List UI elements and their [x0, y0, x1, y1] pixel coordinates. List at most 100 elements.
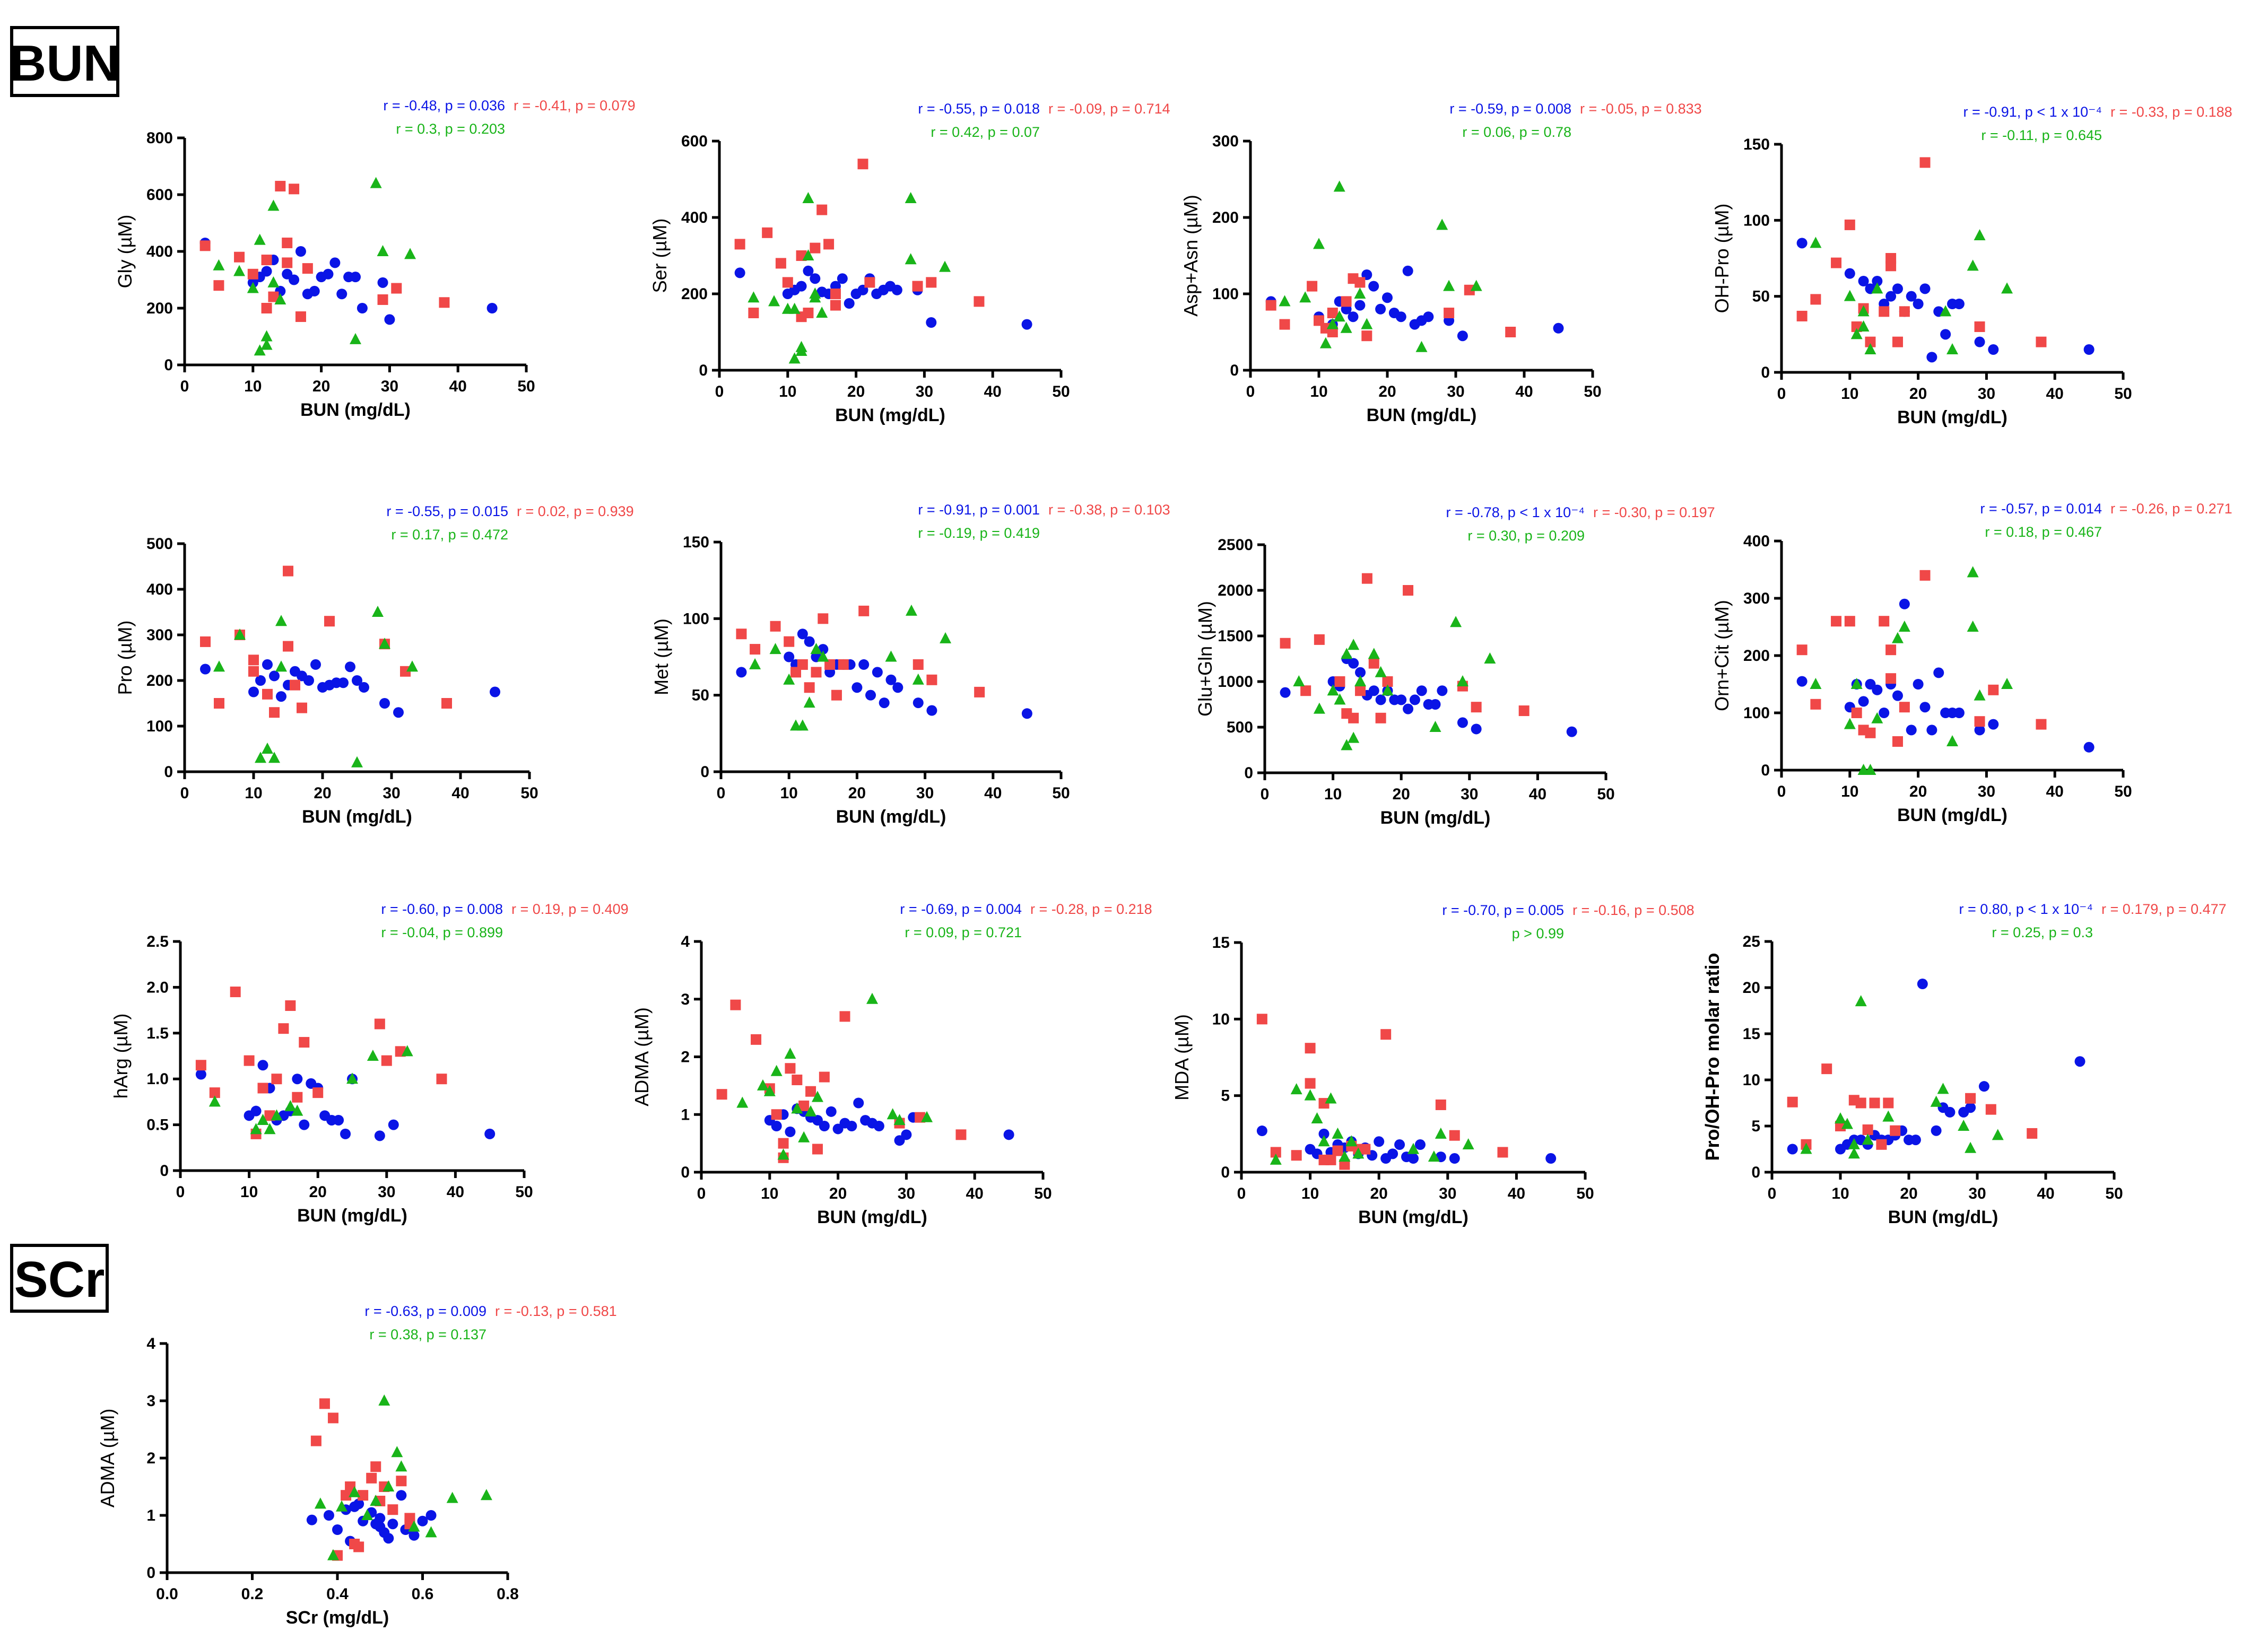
data-point-square	[816, 204, 828, 215]
x-tick-label: 50	[515, 1183, 533, 1201]
data-point-square	[1382, 676, 1393, 687]
data-point-square	[864, 277, 875, 288]
data-point-circle	[1396, 694, 1407, 705]
data-point-circle	[377, 277, 388, 288]
data-point-square	[1855, 1097, 1866, 1109]
x-tick-label: 30	[1461, 786, 1478, 803]
data-point-circle	[1858, 276, 1869, 286]
stat-group3: r = -0.11, p = 0.645	[1981, 127, 2102, 143]
stat-group1: r = -0.69, p = 0.004	[900, 901, 1022, 917]
data-point-square	[283, 641, 293, 652]
data-point-square	[234, 251, 245, 263]
data-point-square	[213, 280, 224, 291]
x-tick-label: 0.8	[497, 1585, 519, 1603]
data-point-triangle	[763, 1085, 776, 1096]
x-tick-label: 10	[1841, 783, 1858, 800]
data-point-circle	[913, 697, 924, 709]
x-tick-label: 10	[761, 1185, 778, 1202]
data-point-circle	[375, 1513, 386, 1524]
data-point-triangle	[1333, 310, 1345, 322]
data-point-square	[1831, 616, 1842, 627]
data-point-square	[1919, 157, 1931, 168]
y-tick-label: 150	[683, 534, 709, 551]
data-point-square	[734, 239, 745, 250]
data-point-circle	[383, 1533, 394, 1544]
data-point-triangle	[361, 1509, 373, 1520]
data-point-square	[214, 698, 224, 709]
data-point-circle	[387, 1519, 398, 1530]
stat-group1: r = -0.55, p = 0.018	[918, 101, 1040, 117]
data-point-triangle	[748, 291, 760, 303]
x-tick-label: 0	[176, 1183, 185, 1201]
data-point-square	[1327, 327, 1338, 337]
data-point-square	[912, 281, 923, 292]
data-point-square	[748, 308, 759, 318]
data-point-triangle	[1470, 280, 1482, 291]
data-point-square	[292, 1092, 303, 1103]
data-point-square	[2036, 719, 2047, 730]
data-point-square	[1361, 330, 1372, 342]
y-tick-label: 1000	[1218, 673, 1253, 691]
stat-group3: r = -0.04, p = 0.899	[381, 924, 503, 940]
data-point-triangle	[803, 696, 815, 708]
data-point-circle	[329, 257, 341, 268]
data-point-circle	[1382, 292, 1393, 303]
data-point-circle	[1430, 699, 1441, 710]
data-point-triangle	[1443, 280, 1455, 291]
y-tick-label: 200	[1743, 647, 1770, 665]
data-point-triangle	[1965, 1141, 1977, 1153]
data-point-triangle	[1368, 648, 1380, 659]
data-point-triangle	[1290, 1083, 1302, 1095]
x-tick-label: 40	[984, 383, 1002, 400]
data-point-circle	[384, 314, 395, 325]
data-point-triangle	[254, 233, 266, 245]
data-point-square	[762, 227, 773, 238]
data-point-square	[1339, 1159, 1350, 1170]
data-point-triangle	[802, 249, 814, 260]
data-point-triangle	[1864, 343, 1876, 354]
data-point-triangle	[1992, 1129, 2004, 1140]
x-tick-label: 10	[1301, 1185, 1319, 1202]
data-point-square	[1831, 257, 1842, 268]
data-point-triangle	[262, 743, 273, 754]
data-point-triangle	[1352, 1147, 1365, 1159]
data-point-square	[1270, 1147, 1281, 1158]
data-point-triangle	[1429, 721, 1441, 732]
data-point-triangle	[817, 650, 829, 662]
data-point-square	[1974, 321, 1985, 332]
data-point-triangle	[446, 1491, 458, 1503]
data-point-circle	[1416, 685, 1427, 696]
data-point-triangle	[1857, 305, 1870, 317]
data-point-circle	[1974, 336, 1985, 347]
data-point-square	[1368, 658, 1379, 669]
data-point-triangle	[1891, 632, 1904, 643]
data-point-circle	[2074, 1056, 2085, 1067]
stat-group1: r = -0.63, p = 0.009	[364, 1303, 486, 1319]
data-point-square	[830, 300, 841, 311]
x-tick-label: 40	[1508, 1185, 1525, 1202]
scatter-panel-6: 0 10 20 30 40 50 0 50 100 150 BUN (mg/dL) Met (µM) r…	[650, 502, 1170, 827]
data-point-triangle	[274, 293, 286, 304]
stat-group2: r = 0.02, p = 0.939	[517, 503, 634, 519]
data-point-triangle	[247, 282, 259, 293]
data-point-triangle	[1967, 621, 1979, 632]
data-point-triangle	[401, 1045, 413, 1057]
data-point-square	[775, 258, 786, 269]
data-point-circle	[1892, 690, 1903, 701]
data-point-square	[257, 1083, 268, 1094]
data-point-square	[391, 283, 402, 294]
data-point-square	[1862, 1124, 1873, 1135]
x-tick-label: 0.0	[156, 1585, 178, 1603]
data-point-triangle	[370, 1495, 382, 1506]
data-point-circle	[490, 686, 500, 697]
x-tick-label: 50	[2114, 385, 2132, 403]
y-tick-label: 300	[1743, 590, 1770, 607]
y-axis-title: Asp+Asn (µM)	[1180, 195, 1202, 317]
x-tick-label: 30	[916, 784, 934, 802]
data-point-circle	[1940, 329, 1951, 340]
data-point-square	[1796, 310, 1808, 321]
data-point-circle	[926, 705, 937, 716]
data-point-circle	[309, 285, 320, 296]
stat-group3: r = 0.30, p = 0.209	[1467, 528, 1585, 544]
data-point-square	[785, 1063, 796, 1074]
